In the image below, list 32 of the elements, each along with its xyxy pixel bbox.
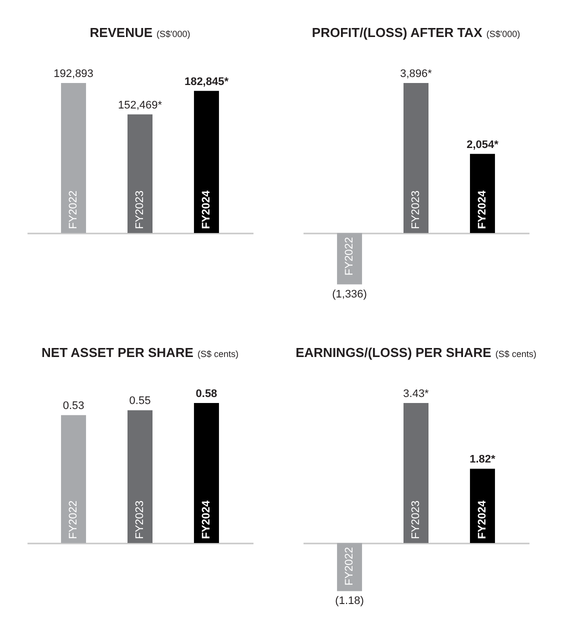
data-label: 0.55 [129, 395, 151, 408]
chart-title: PROFIT/(LOSS) AFTER TAX [312, 25, 482, 40]
data-label: (1,336) [332, 288, 367, 300]
x-tick-label: FY2024 [200, 190, 212, 229]
x-tick-label: FY2024 [476, 500, 488, 539]
data-label: 192,893 [54, 68, 94, 80]
data-label: 2,054* [466, 138, 500, 151]
data-label: (1.18) [335, 595, 364, 608]
x-tick-label: FY2023 [410, 500, 422, 539]
x-tick-label: FY2023 [134, 500, 146, 539]
x-tick-label: FY2024 [200, 500, 212, 539]
data-label: 1.82* [470, 454, 496, 466]
chart-subtitle: (S$'000) [486, 29, 520, 39]
data-label: 0.58 [196, 388, 218, 400]
chart-subtitle: (S$ cents) [495, 349, 536, 359]
x-tick-label: FY2022 [344, 546, 356, 586]
data-label: 152,469* [118, 99, 163, 112]
chart-subtitle: (S$ cents) [197, 349, 238, 359]
data-label: 182,845* [184, 76, 230, 88]
data-label: 3,896* [400, 68, 433, 80]
data-label: 3.43* [403, 388, 430, 400]
data-label: 0.53 [62, 400, 84, 412]
x-tick-label: FY2023 [134, 190, 146, 229]
x-tick-label: FY2022 [344, 236, 356, 276]
chart-title: EARNINGS/(LOSS) PER SHARE [296, 345, 492, 360]
x-tick-label: FY2022 [68, 500, 80, 539]
chart-subtitle: (S$'000) [156, 29, 190, 39]
x-tick-label: FY2022 [68, 190, 80, 229]
chart-title: REVENUE [90, 25, 153, 40]
x-tick-label: FY2024 [476, 190, 488, 229]
x-tick-label: FY2023 [410, 190, 422, 229]
chart-title: NET ASSET PER SHARE [42, 345, 194, 360]
